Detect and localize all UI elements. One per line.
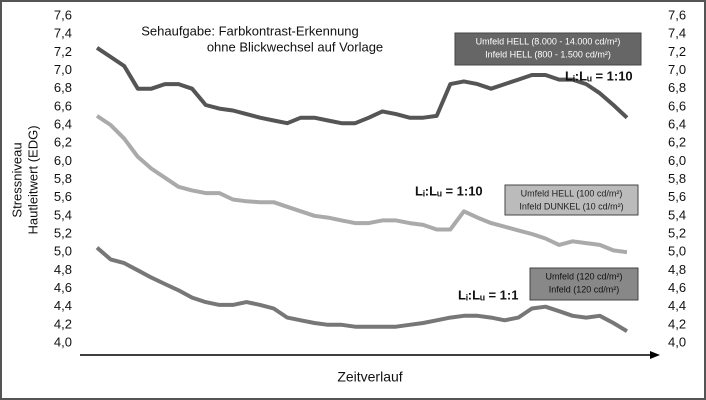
series-label: Lᵢ:Lᵤ = 1:1 [458, 287, 518, 302]
legend-box [504, 184, 639, 216]
y2-tick-label: 4,0 [668, 334, 686, 349]
series-label: Lᵢ:Lᵤ = 1:10 [565, 68, 633, 83]
y2-tick-label: 4,4 [668, 298, 686, 313]
y-axis-label: Stressniveau [9, 142, 24, 217]
y-tick-label: 5,4 [54, 207, 72, 222]
y2-tick-label: 7,4 [668, 26, 686, 41]
y2-tick-label: 7,6 [668, 7, 686, 22]
y-tick-label: 7,6 [54, 7, 72, 22]
legend-box-text: Infeld DUNKEL (10 cd/m²) [519, 201, 623, 211]
legend-box-text: Umfeld HELL (8.000 - 14.000 cd/m²) [476, 36, 621, 46]
y-tick-label: 7,4 [54, 26, 72, 41]
y2-tick-label: 5,2 [668, 225, 686, 240]
y2-tick-label: 5,0 [668, 244, 686, 259]
y2-tick-label: 6,8 [668, 80, 686, 95]
series-line [95, 46, 629, 126]
y2-tick-label: 6,6 [668, 98, 686, 113]
y2-tick-label: 5,4 [668, 207, 686, 222]
legend-box [529, 267, 639, 301]
y2-tick-label: 6,4 [668, 116, 686, 131]
y-tick-label: 4,6 [54, 280, 72, 295]
y2-tick-label: 7,2 [668, 44, 686, 59]
y-tick-label: 5,2 [54, 225, 72, 240]
y2-tick-label: 6,0 [668, 153, 686, 168]
series-line [95, 114, 628, 255]
y2-tick-label: 5,8 [668, 171, 686, 186]
y-tick-label: 7,2 [54, 44, 72, 59]
chart-subtitle: ohne Blickwechsel auf Vorlage [207, 39, 383, 54]
y-tick-label: 6,6 [54, 98, 72, 113]
y2-tick-label: 7,0 [668, 62, 686, 77]
y2-tick-label: 4,6 [668, 280, 686, 295]
series-line [95, 246, 629, 333]
legend-box-text: Umfeld (120 cd/m²) [545, 271, 622, 281]
y-tick-label: 6,0 [54, 153, 72, 168]
chart-title: Sehaufgabe: Farbkontrast-Erkennung [141, 23, 359, 38]
y-tick-label: 5,6 [54, 189, 72, 204]
y-tick-label: 7,0 [54, 62, 72, 77]
y-axis-label: Hautleitwert (EDG) [25, 125, 40, 234]
y2-tick-label: 4,8 [668, 262, 686, 277]
x-axis-label: Zeitverlauf [337, 369, 402, 385]
y-tick-label: 6,2 [54, 135, 72, 150]
y-tick-label: 5,0 [54, 244, 72, 259]
y-tick-label: 4,2 [54, 316, 72, 331]
y-tick-label: 6,8 [54, 80, 72, 95]
y-tick-label: 5,8 [54, 171, 72, 186]
legend-box-text: Infeld HELL (800 - 1.500 cd/m²) [485, 49, 611, 59]
y-tick-label: 4,8 [54, 262, 72, 277]
y-tick-label: 4,4 [54, 298, 72, 313]
y2-tick-label: 6,2 [668, 135, 686, 150]
legend-box-text: Umfeld HELL (100 cd/m²) [521, 188, 623, 198]
y2-tick-label: 5,6 [668, 189, 686, 204]
y2-tick-label: 4,2 [668, 316, 686, 331]
y-tick-label: 6,4 [54, 116, 72, 131]
x-axis-arrow [650, 351, 660, 359]
series-label: Lᵢ:Lᵤ = 1:10 [415, 183, 483, 198]
y-tick-label: 4,0 [54, 334, 72, 349]
legend-box [454, 32, 642, 66]
legend-box-text: Infeld (120 cd/m²) [549, 284, 620, 294]
